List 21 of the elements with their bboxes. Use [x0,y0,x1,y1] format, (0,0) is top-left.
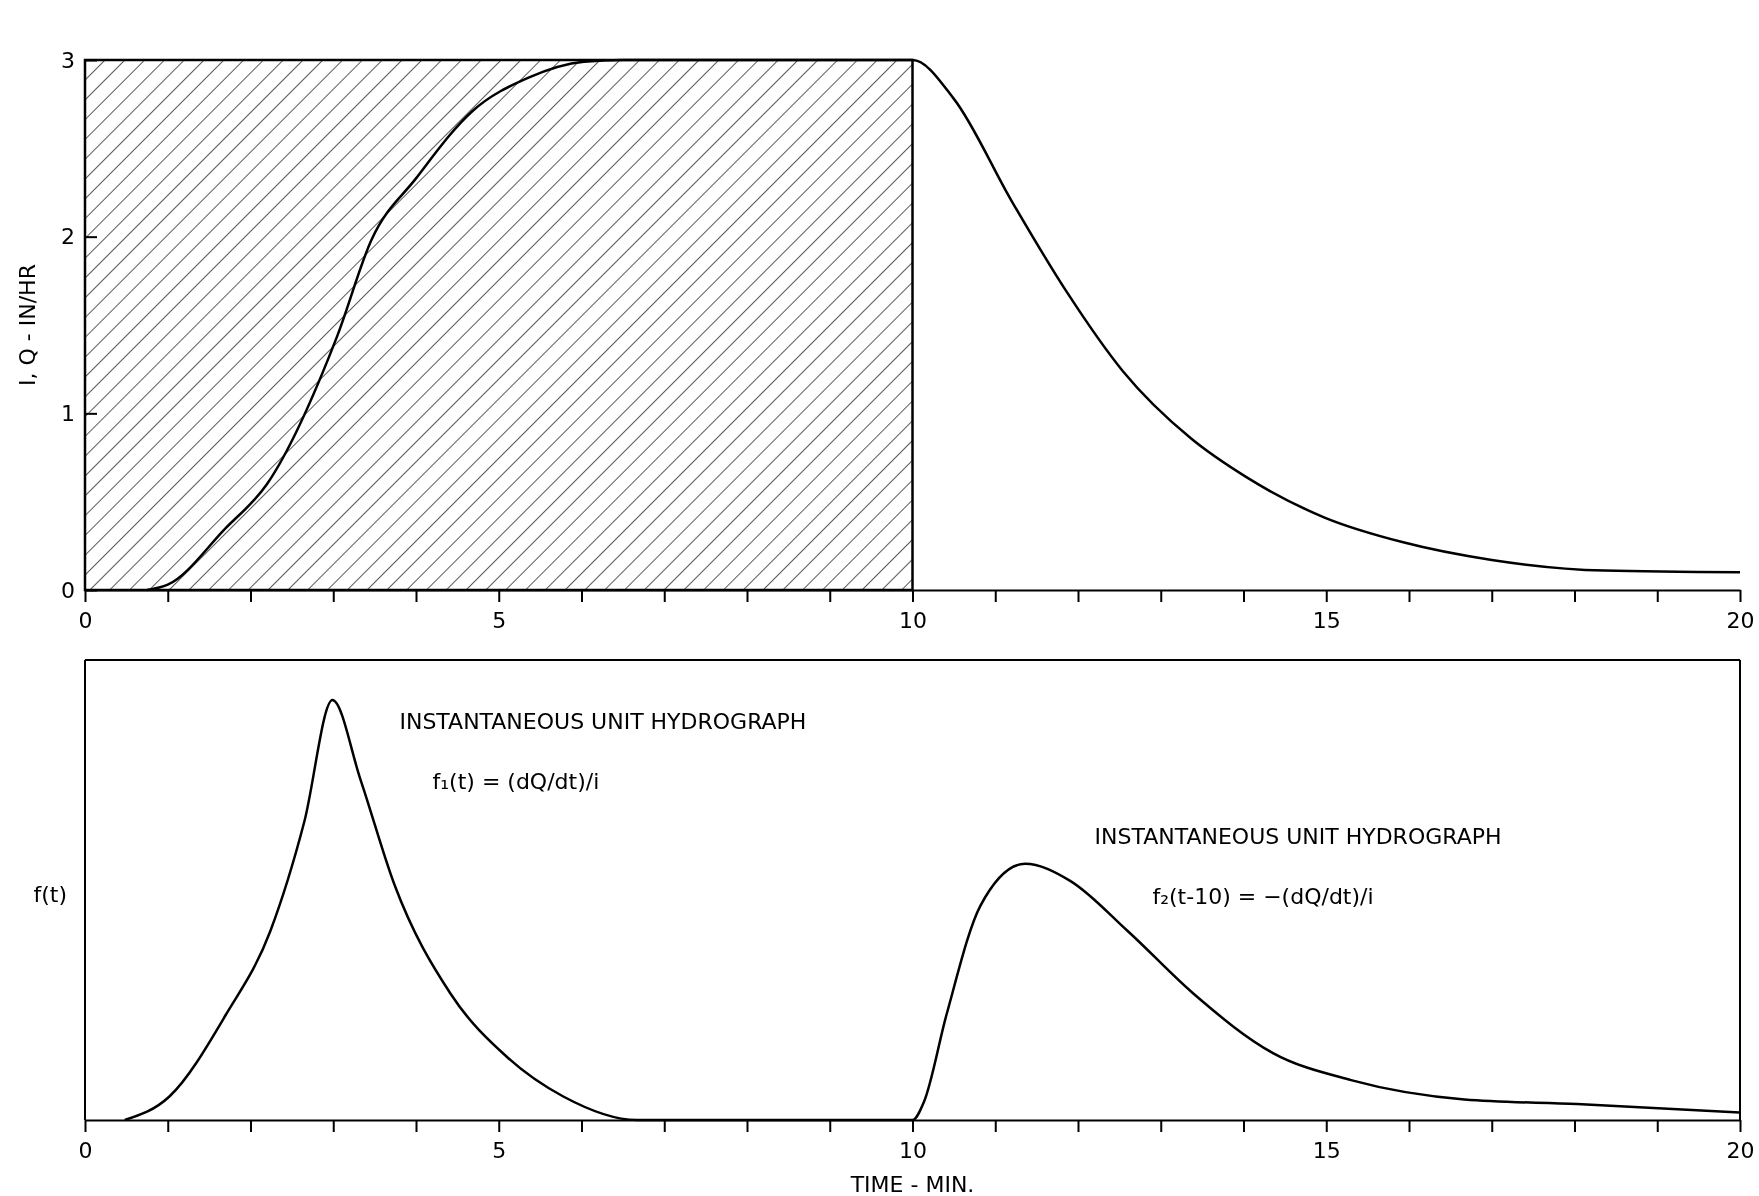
y-axis-title: I, Q - IN/HR [15,264,40,386]
x-tick-label: 10 [899,607,927,633]
x-tick-label: 15 [1312,1137,1341,1163]
y-tick-label: 3 [61,47,75,73]
annotation: INSTANTANEOUS UNIT HYDROGRAPH [399,709,807,734]
annotation: f₁(t) = (dQ/dt)/i [432,768,600,794]
y-tick-label: 2 [61,224,75,250]
annotation: INSTANTANEOUS UNIT HYDROGRAPH [1094,824,1502,849]
x-tick-label: 20 [1726,607,1755,633]
x-tick-label: 20 [1726,1137,1755,1163]
x-tick-label: 0 [78,607,93,633]
x-tick-label: 10 [899,1137,927,1163]
x-tick-label: 5 [492,1137,507,1163]
x-tick-label: 5 [492,607,507,633]
y-axis-title: f(t) [33,881,67,907]
annotation: f₂(t-10) = −(dQ/dt)/i [1152,883,1374,909]
x-axis-title: TIME - MIN. [849,1172,975,1196]
x-tick-label: 0 [78,1137,93,1163]
y-tick-label: 1 [61,400,75,426]
x-tick-label: 15 [1312,607,1341,633]
y-tick-label: 0 [61,577,75,603]
